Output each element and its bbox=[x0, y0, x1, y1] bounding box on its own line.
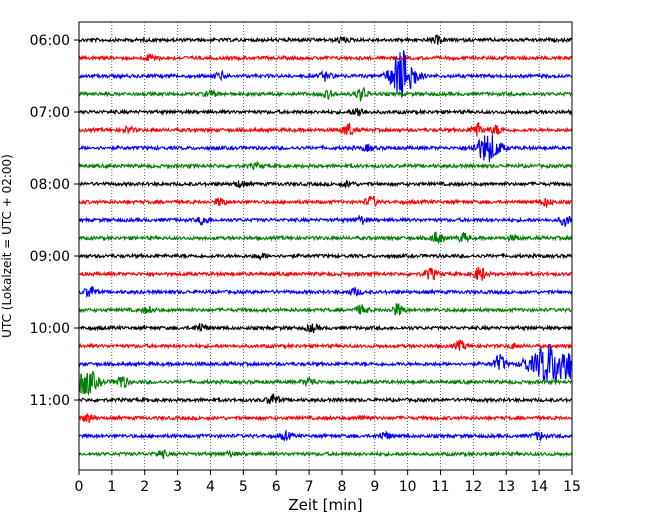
traces bbox=[78, 34, 573, 460]
x-tick-label: 8 bbox=[337, 479, 346, 495]
x-tick-label: 13 bbox=[497, 479, 515, 495]
trace-0845 bbox=[79, 231, 573, 244]
trace-1100 bbox=[78, 393, 573, 405]
trace-0900 bbox=[78, 252, 573, 262]
x-axis-label: Zeit [min] bbox=[288, 496, 362, 514]
x-tick-label: 10 bbox=[399, 479, 417, 495]
trace-0730 bbox=[78, 134, 572, 163]
trace-1030 bbox=[78, 344, 573, 382]
trace-0930 bbox=[78, 286, 573, 298]
y-tick-label: 10:00 bbox=[30, 321, 70, 337]
trace-0645 bbox=[78, 86, 573, 102]
x-tick-label: 14 bbox=[530, 479, 548, 495]
trace-0615 bbox=[78, 53, 573, 62]
trace-0600 bbox=[78, 34, 573, 45]
trace-0945 bbox=[78, 303, 572, 316]
trace-1000 bbox=[78, 323, 573, 334]
trace-1015 bbox=[78, 339, 572, 351]
y-tick-label: 08:00 bbox=[30, 177, 70, 193]
x-tick-label: 6 bbox=[272, 479, 281, 495]
trace-1045 bbox=[78, 370, 573, 397]
x-tick-label: 9 bbox=[370, 479, 379, 495]
x-tick-label: 5 bbox=[239, 479, 248, 495]
x-tick-label: 2 bbox=[140, 479, 149, 495]
trace-0815 bbox=[78, 195, 572, 209]
trace-0830 bbox=[78, 213, 573, 228]
trace-0630 bbox=[78, 50, 572, 99]
vertical-grid bbox=[111, 22, 540, 470]
x-tick-label: 0 bbox=[75, 479, 84, 495]
plot-frame bbox=[78, 21, 573, 471]
y-tick-label: 07:00 bbox=[30, 105, 70, 121]
trace-1145 bbox=[78, 449, 573, 460]
y-axis-label: UTC (Lokalzeit = UTC + 02:00) bbox=[0, 154, 14, 338]
trace-0800 bbox=[78, 179, 572, 189]
x-tick-label: 12 bbox=[464, 479, 482, 495]
y-tick-label: 09:00 bbox=[30, 249, 70, 265]
y-tick-label: 11:00 bbox=[30, 393, 70, 409]
trace-1115 bbox=[78, 412, 572, 424]
x-tick-label: 4 bbox=[206, 479, 215, 495]
trace-0915 bbox=[78, 267, 572, 281]
y-ticks: 06:00 07:00 08:00 09:00 10:00 11:00 bbox=[30, 33, 79, 409]
x-tick-label: 1 bbox=[107, 479, 116, 495]
trace-1130 bbox=[78, 429, 573, 443]
x-tick-label: 15 bbox=[563, 479, 581, 495]
x-ticks: 0 1 2 3 4 5 6 7 8 9 10 11 12 13 14 15 bbox=[75, 470, 581, 495]
x-tick-label: 11 bbox=[432, 479, 450, 495]
trace-0715 bbox=[78, 122, 573, 137]
trace-0745 bbox=[78, 160, 572, 171]
y-tick-label: 06:00 bbox=[30, 33, 70, 49]
x-tick-label: 3 bbox=[173, 479, 182, 495]
x-tick-label: 7 bbox=[305, 479, 314, 495]
trace-0700 bbox=[78, 107, 573, 118]
